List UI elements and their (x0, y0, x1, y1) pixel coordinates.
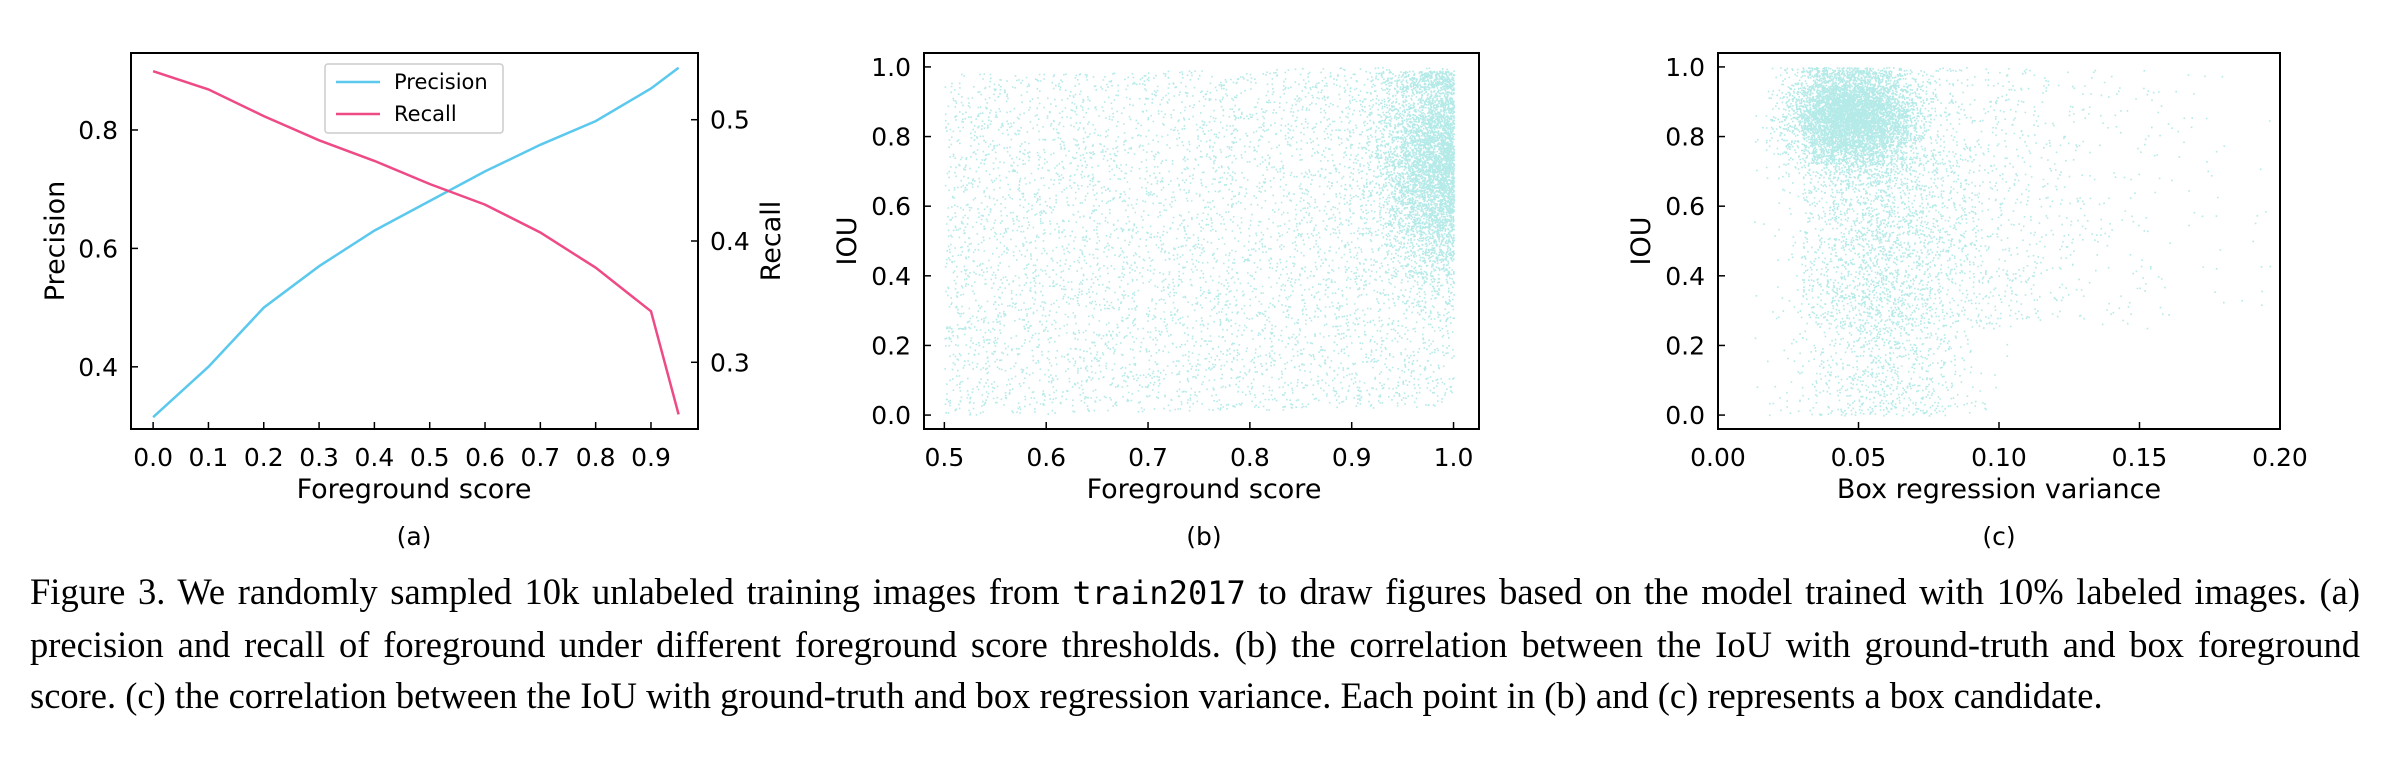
panel-a-legend: Precision Recall (324, 63, 504, 134)
y-tick-label: 0.2 (871, 331, 911, 360)
figure: 0.0 0.1 0.2 0.3 0.4 0.5 0.6 0.7 0.8 0.90.40.60.80… (40, 52, 2308, 551)
scatter-points (944, 66, 1456, 416)
y-tick-label: 1.0 (1665, 53, 1705, 82)
x-tick-label: 0.5 (924, 443, 964, 472)
y-tick-label: 0.2 (1665, 331, 1705, 360)
x-tick-label: 0.10 (1971, 443, 2027, 472)
y-tick-label: 0.6 (1665, 192, 1705, 221)
panel-a-ylabel-left: Precision (40, 181, 71, 301)
y-tick-label: 0.0 (1665, 401, 1705, 430)
legend-recall-label: Recall (394, 102, 457, 126)
panel-b-chart: 0.5 0.6 0.7 0.8 0.9 1.0 0.0 0.2 0.4 0.6 0.8 1.0 For… (832, 52, 1480, 551)
x-tick-label: 0.3 (299, 443, 339, 472)
panel-a-xlabel: Foreground score (297, 474, 532, 505)
x-tick-label: 0.9 (1332, 443, 1372, 472)
x-tick-label: 0.6 (465, 443, 505, 472)
x-tick-label: 0.4 (355, 443, 395, 472)
panel-a-sublabel: (a) (397, 522, 432, 551)
panel-c-chart: 0.00 0.05 0.10 0.15 0.20 0.0 0.2 0.4 0.6 0.8 1.0 B… (1626, 52, 2308, 551)
x-tick-label: 0.5 (410, 443, 450, 472)
caption-prefix: Figure 3. We randomly sampled 10k unlabe… (30, 571, 1073, 612)
y-tick-label: 0.6 (871, 192, 911, 221)
x-tick-label: 0.8 (576, 443, 616, 472)
x-tick-label: 0.05 (1831, 443, 1887, 472)
panel-a-ylabel-right: Recall (756, 201, 787, 282)
panel-c-sublabel: (c) (1982, 522, 2015, 551)
series-recall-line (152, 70, 680, 415)
legend-precision-label: Precision (394, 70, 488, 94)
y-tick-label: 0.8 (871, 123, 911, 152)
panel-a-chart: 0.0 0.1 0.2 0.3 0.4 0.5 0.6 0.7 0.8 0.9 0.4 0.6 0.8 0… (40, 52, 787, 551)
y-tick-label: 0.4 (871, 262, 911, 291)
y-tick-label: 0.0 (871, 401, 911, 430)
y-left-tick-label: 0.4 (78, 353, 118, 382)
panel-b-xlabel: Foreground score (1087, 474, 1322, 505)
caption-code: train2017 (1072, 574, 1246, 612)
y-left-tick-label: 0.8 (78, 116, 118, 145)
x-tick-label: 0.2 (244, 443, 284, 472)
panel-b-sublabel: (b) (1186, 522, 1221, 551)
x-tick-label: 0.8 (1230, 443, 1270, 472)
x-tick-label: 0.9 (631, 443, 671, 472)
panel-c-xlabel: Box regression variance (1837, 474, 2161, 505)
x-tick-label: 0.1 (189, 443, 229, 472)
scatter-points (1754, 66, 2272, 417)
x-tick-label: 0.00 (1690, 443, 1746, 472)
y-tick-label: 0.8 (1665, 123, 1705, 152)
x-tick-label: 1.0 (1434, 443, 1474, 472)
x-tick-label: 0.7 (520, 443, 560, 472)
y-right-tick-label: 0.5 (710, 106, 750, 135)
panel-b-ylabel: IOU (832, 217, 863, 266)
y-tick-label: 1.0 (871, 53, 911, 82)
figure-caption: Figure 3. We randomly sampled 10k unlabe… (30, 566, 2360, 721)
x-tick-label: 0.7 (1128, 443, 1168, 472)
x-tick-label: 0.15 (2112, 443, 2168, 472)
x-tick-label: 0.20 (2252, 443, 2308, 472)
x-tick-label: 0.0 (133, 443, 173, 472)
panel-b-frame (923, 52, 1480, 430)
caption-suffix: to draw figures based on the model train… (30, 571, 2360, 716)
panel-c-ylabel: IOU (1626, 217, 1657, 266)
series-precision-line (152, 66, 680, 419)
y-left-tick-label: 0.6 (78, 234, 118, 263)
x-tick-label: 0.6 (1026, 443, 1066, 472)
y-right-tick-label: 0.4 (710, 227, 750, 256)
y-tick-label: 0.4 (1665, 262, 1705, 291)
y-right-tick-label: 0.3 (710, 348, 750, 377)
